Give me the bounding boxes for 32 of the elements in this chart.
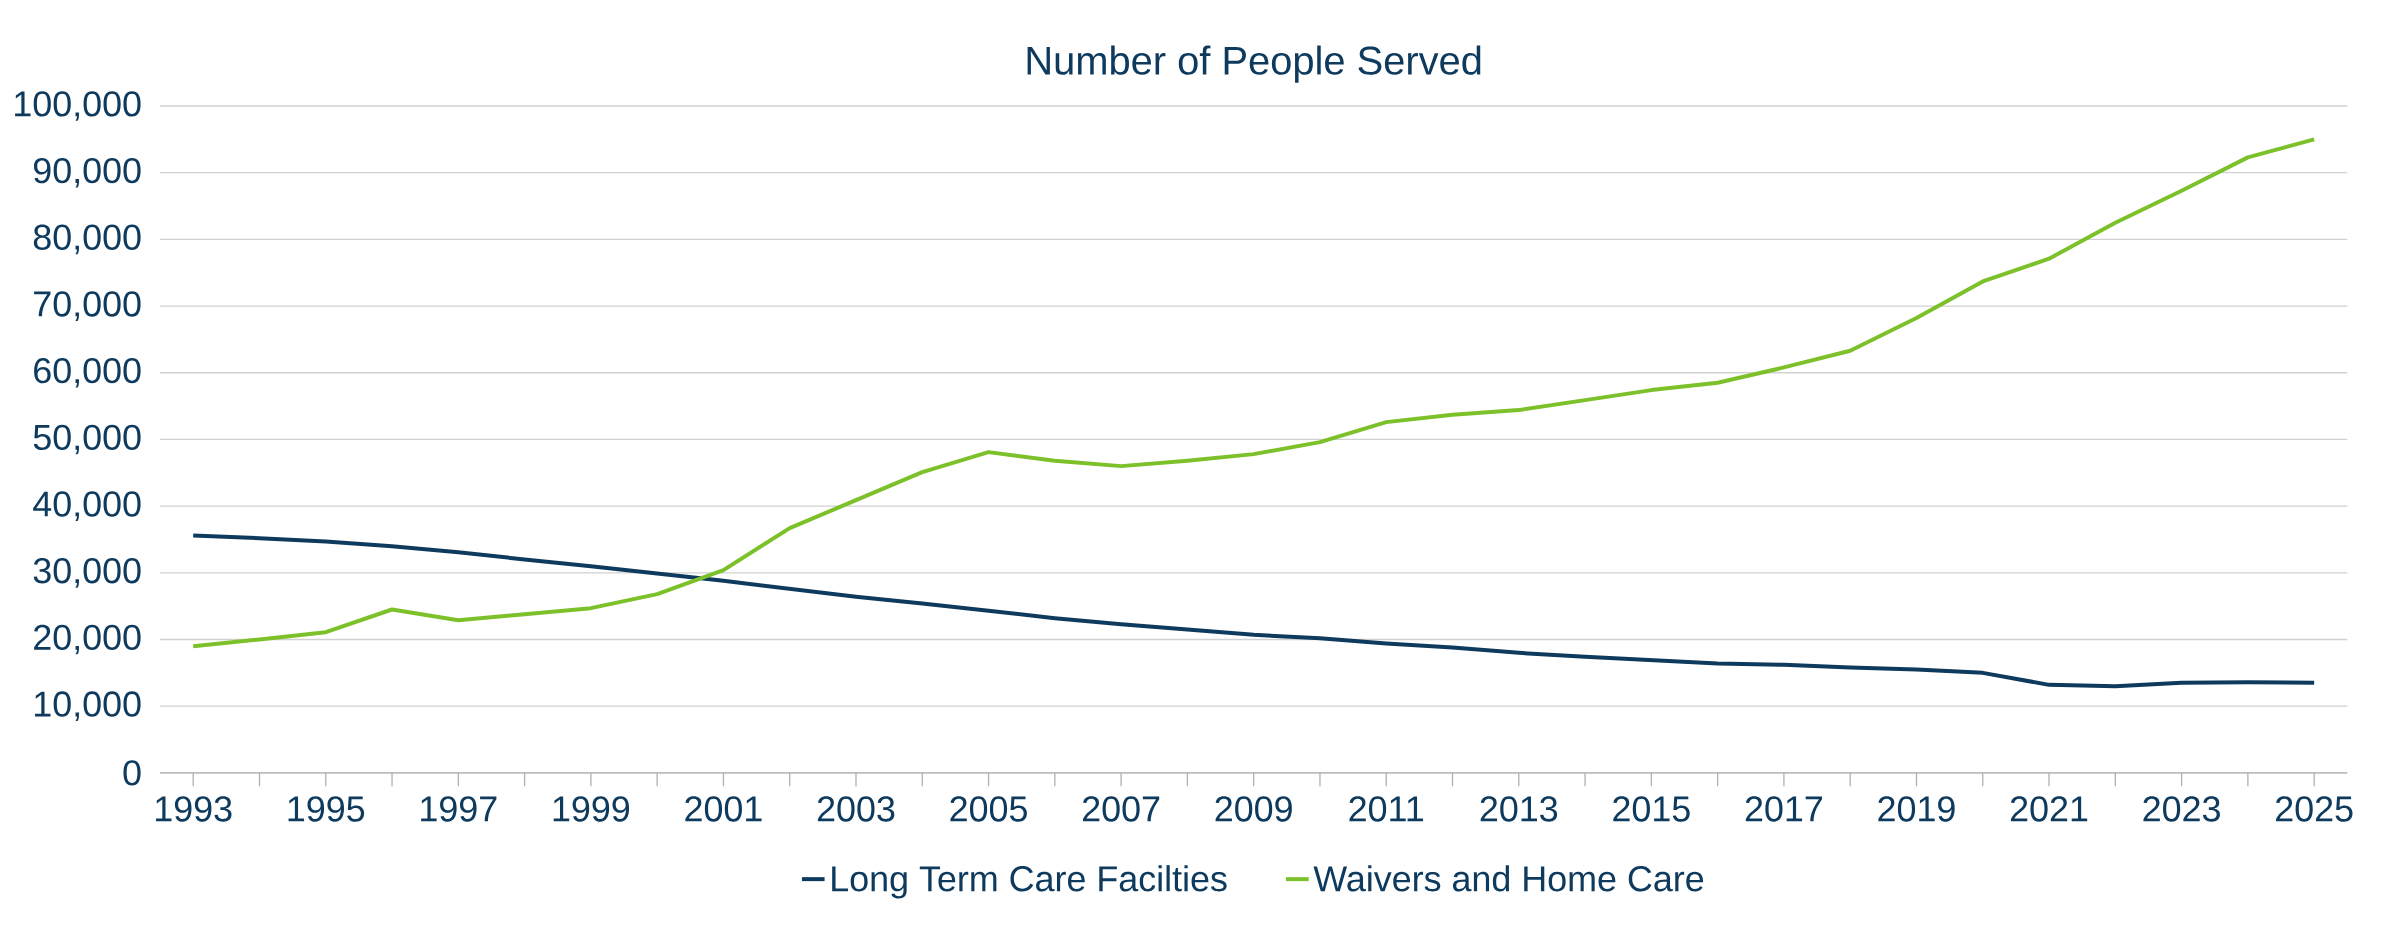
y-tick-label: 30,000	[33, 557, 141, 588]
y-tick-label: 50,000	[33, 424, 141, 455]
line-series	[191, 137, 2317, 649]
y-tick-label: 90,000	[33, 157, 141, 188]
x-tick-label: 2019	[1878, 796, 1955, 822]
x-tick-label: 2009	[1215, 796, 1292, 822]
y-tick-label: 10,000	[35, 691, 141, 721]
y-tick-label: 20,000	[34, 624, 141, 655]
x-tick-label: 1995	[288, 796, 365, 822]
x-tick-label: 2011	[1349, 796, 1424, 822]
y-tick-label: 100,000	[15, 91, 141, 121]
x-tick-label: 2001	[685, 796, 762, 822]
y-tick-label: 0	[123, 760, 141, 786]
x-tick-label: 2025	[2276, 796, 2353, 822]
legend-label: Long Term Care Facilties	[832, 865, 1227, 899]
y-tick-label: 60,000	[34, 357, 141, 388]
x-tick-label: 1997	[421, 796, 497, 822]
x-tick-label: 2003	[817, 796, 895, 822]
x-tick-label: 2007	[1083, 796, 1160, 822]
x-tick-label: 2013	[1480, 796, 1558, 822]
y-tick-label: 70,000	[34, 291, 141, 321]
x-tick-label: 1993	[156, 796, 232, 822]
x-tick-label: 2015	[1613, 796, 1690, 822]
legend-label: Waivers and Home Care	[1313, 865, 1704, 892]
x-tick-label: 1999	[553, 796, 630, 822]
x-tick-label: 2021	[2010, 796, 2088, 822]
x-tick-label: 2005	[950, 796, 1027, 822]
x-tick-label: 2017	[1745, 796, 1822, 822]
x-tick-label: 2023	[2143, 796, 2220, 822]
y-tick-label: 40,000	[33, 491, 141, 521]
y-tick-label: 80,000	[33, 224, 141, 255]
chart-title: Number of People Served	[1027, 45, 1481, 83]
